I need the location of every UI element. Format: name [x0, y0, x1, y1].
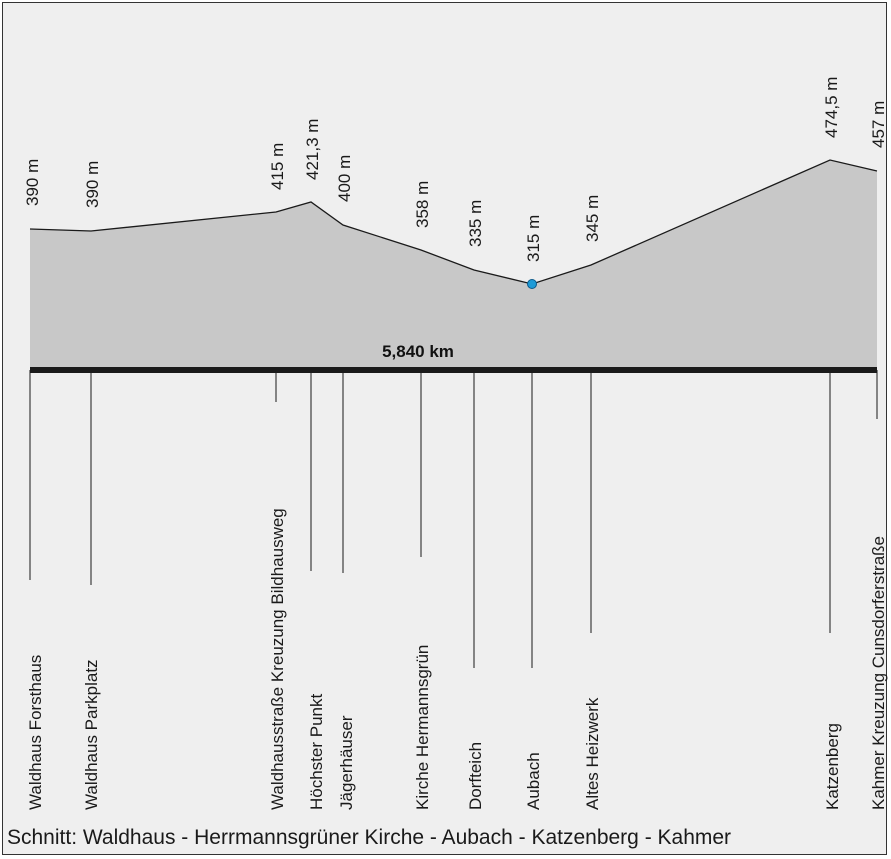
elevation-label: 415 m	[268, 143, 287, 190]
place-label: Waldhausstraße Kreuzung Bildhausweg	[268, 508, 287, 810]
caption: Schnitt: Waldhaus - Herrmannsgrüner Kirc…	[7, 826, 732, 849]
place-label: Altes Heizwerk	[583, 697, 602, 810]
lowest-point-marker	[527, 279, 537, 289]
elevation-label: 457 m	[869, 101, 888, 148]
place-label: Jägerhäuser	[337, 715, 356, 810]
distance-label: 5,840 km	[382, 342, 454, 361]
elevation-labels: 390 m 390 m 415 m 421,3 m 400 m 358 m 335 m 315…	[23, 77, 888, 262]
elevation-label: 345 m	[583, 195, 602, 242]
elevation-label: 390 m	[23, 159, 42, 206]
elevation-label: 335 m	[466, 200, 485, 247]
elevation-label: 474,5 m	[822, 77, 841, 138]
place-label: Waldhaus Forsthaus	[26, 655, 45, 810]
place-labels: Waldhaus Forsthaus Waldhaus Parkplatz Wald…	[26, 508, 888, 810]
elevation-label: 400 m	[335, 155, 354, 202]
place-label: Kirche Hermannsgrün	[413, 645, 432, 810]
profile-area	[30, 160, 877, 370]
place-label: Dorfteich	[466, 742, 485, 810]
elevation-label: 315 m	[524, 215, 543, 262]
place-label: Katzenberg	[823, 723, 842, 810]
elevation-label: 358 m	[413, 181, 432, 228]
elevation-label: 421,3 m	[303, 119, 322, 180]
elevation-label: 390 m	[83, 161, 102, 208]
place-label: Aubach	[524, 752, 543, 810]
place-label: Kahmer Kreuzung Cunsdorferstraße	[869, 536, 888, 810]
profile-line	[29, 159, 878, 285]
place-label: Höchster Punkt	[307, 694, 326, 810]
place-label: Waldhaus Parkplatz	[82, 659, 101, 810]
station-lines	[29, 370, 878, 668]
